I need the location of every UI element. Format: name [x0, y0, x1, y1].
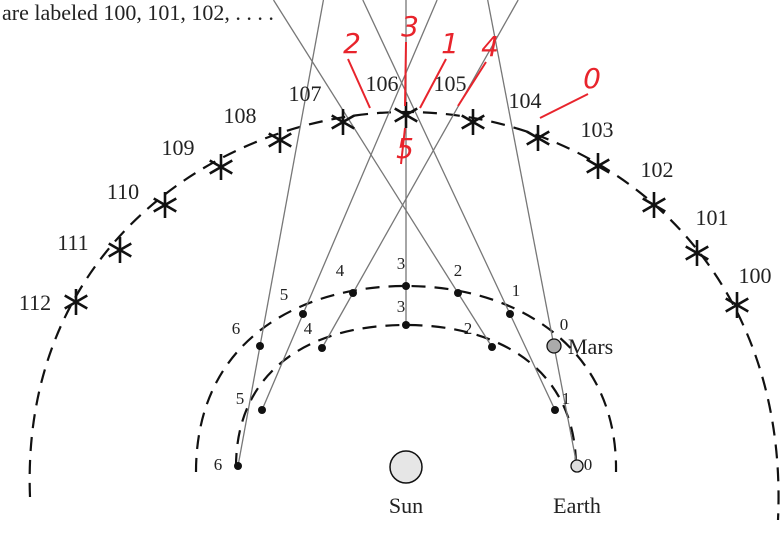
annotation-arrow — [540, 94, 588, 118]
star — [587, 153, 610, 179]
mars-position-label: 4 — [336, 261, 345, 280]
mars-dot — [349, 289, 357, 297]
earth-position-label: 0 — [584, 455, 593, 474]
star-label: 103 — [581, 117, 614, 142]
marks: 1001011021031041051061071081091101111120… — [19, 10, 772, 474]
star — [643, 192, 666, 218]
star-label: 111 — [57, 230, 88, 255]
mars-position-label: 3 — [397, 254, 406, 273]
sun-label: Sun — [389, 493, 423, 518]
earth-position-label: 5 — [236, 389, 245, 408]
star-label: 109 — [162, 135, 195, 160]
annotation-arrow — [405, 42, 406, 106]
earth-position-label: 1 — [562, 389, 571, 408]
mars-position-label: 5 — [280, 285, 289, 304]
star-label: 106 — [366, 71, 399, 96]
mars-label: Mars — [568, 334, 613, 359]
star — [462, 109, 485, 135]
earth-position-label: 3 — [397, 297, 406, 316]
mars-position-label: 0 — [560, 315, 569, 334]
star-label: 110 — [107, 179, 139, 204]
annotation: 3 — [401, 10, 419, 43]
earth-dot — [234, 462, 242, 470]
sight-line — [238, 0, 323, 466]
annotation: 2 — [343, 27, 361, 60]
earth — [571, 460, 583, 472]
mars-dot — [506, 310, 514, 318]
mars-dot — [299, 310, 307, 318]
intro-text: are labeled 100, 101, 102, . . . . — [2, 0, 274, 25]
earth-position-label: 2 — [464, 319, 473, 338]
earth-dot — [258, 406, 266, 414]
mars-dot — [402, 282, 410, 290]
annotation: 0 — [583, 62, 601, 95]
star-label: 101 — [696, 205, 729, 230]
earth-dot — [318, 344, 326, 352]
sight-lines — [238, 0, 577, 466]
star-label: 100 — [739, 263, 772, 288]
earth-label: Earth — [553, 493, 601, 518]
sight-line — [363, 0, 555, 410]
star-label: 102 — [641, 157, 674, 182]
mars-dot — [454, 289, 462, 297]
annotation: 4 — [481, 30, 499, 63]
star-label: 104 — [509, 88, 542, 113]
annotation: 1 — [441, 27, 459, 60]
earth-dot — [488, 343, 496, 351]
mars-position-label: 6 — [232, 319, 241, 338]
star — [210, 154, 233, 180]
earth-position-label: 4 — [304, 319, 313, 338]
orbit-diagram: 1001011021031041051061071081091101111120… — [0, 0, 782, 547]
mars — [547, 339, 561, 353]
earth-dot — [551, 406, 559, 414]
star — [109, 237, 132, 263]
star-label: 107 — [289, 81, 322, 106]
star — [686, 240, 709, 266]
star — [154, 192, 177, 218]
star-label: 108 — [224, 103, 257, 128]
mars-position-label: 2 — [454, 261, 463, 280]
annotation: 5 — [396, 132, 414, 165]
mars-dot — [256, 342, 264, 350]
star-label: 112 — [19, 290, 51, 315]
sun — [390, 451, 422, 483]
earth-position-label: 6 — [214, 455, 223, 474]
earth-dot — [402, 321, 410, 329]
mars-position-label: 1 — [512, 281, 521, 300]
